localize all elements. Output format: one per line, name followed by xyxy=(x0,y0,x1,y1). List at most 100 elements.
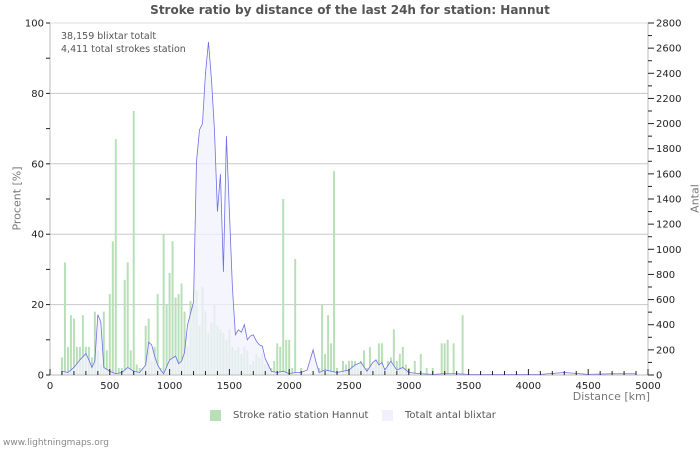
ratio-bar xyxy=(342,360,345,375)
svg-text:1400: 1400 xyxy=(656,195,681,206)
svg-text:500: 500 xyxy=(100,381,119,392)
annotation: 38,159 blixtar totalt 4,411 total stroke… xyxy=(61,30,186,56)
legend-swatch-total xyxy=(382,410,393,421)
svg-text:2200: 2200 xyxy=(656,94,681,105)
svg-text:2500: 2500 xyxy=(336,381,361,392)
ratio-bar xyxy=(60,357,63,375)
x-axis-label: Distance [km] xyxy=(572,390,650,403)
svg-text:0: 0 xyxy=(38,371,44,382)
ratio-bar xyxy=(443,343,446,375)
ratio-bar xyxy=(279,346,282,375)
ratio-bar xyxy=(324,353,327,375)
footer-credit: www.lightningmaps.org xyxy=(3,438,109,448)
ratio-bar xyxy=(291,367,294,375)
ratio-bar xyxy=(123,279,126,375)
ratio-bar xyxy=(395,360,398,375)
legend-label-ratio: Stroke ratio station Hannut xyxy=(233,410,369,421)
ratio-bar xyxy=(419,353,422,375)
ratio-bar xyxy=(117,367,120,375)
annotation-total: 38,159 blixtar totalt xyxy=(61,31,157,42)
ratio-bar xyxy=(66,346,69,375)
svg-text:0: 0 xyxy=(47,381,53,392)
svg-text:3000: 3000 xyxy=(396,381,421,392)
svg-text:100: 100 xyxy=(25,19,44,30)
ratio-bar xyxy=(276,343,279,375)
ratio-bar xyxy=(398,353,401,375)
svg-text:1500: 1500 xyxy=(217,381,242,392)
ratio-bar xyxy=(288,339,291,375)
ratio-bar xyxy=(180,283,183,375)
svg-text:2000: 2000 xyxy=(656,119,681,130)
ratio-bar xyxy=(102,311,105,375)
chart-title: Stroke ratio by distance of the last 24h… xyxy=(150,3,550,17)
ratio-bar xyxy=(440,343,443,375)
svg-text:600: 600 xyxy=(656,295,675,306)
svg-text:4000: 4000 xyxy=(516,381,541,392)
ratio-bar xyxy=(327,315,330,375)
ratio-bar xyxy=(380,343,383,375)
ratio-bar xyxy=(392,329,395,375)
svg-text:2600: 2600 xyxy=(656,44,681,55)
ratio-bar xyxy=(294,258,297,375)
ratio-bar xyxy=(425,367,428,375)
ratio-bar xyxy=(105,350,108,375)
svg-text:2400: 2400 xyxy=(656,69,681,80)
right-axis-label: Antal xyxy=(688,184,700,213)
ratio-bar xyxy=(114,139,117,375)
ratio-bar xyxy=(330,343,333,375)
ratio-bars xyxy=(60,111,464,375)
ratio-bar xyxy=(75,346,78,375)
svg-text:0: 0 xyxy=(656,371,662,382)
ratio-bar xyxy=(362,350,365,375)
ratio-bar xyxy=(177,294,180,375)
legend-item-ratio: Stroke ratio station Hannut xyxy=(210,410,368,421)
ratio-bar xyxy=(108,294,111,375)
ratio-bar xyxy=(377,343,380,375)
svg-text:60: 60 xyxy=(31,159,44,170)
tick-labels: 0204060801000200400600800100012001400160… xyxy=(25,19,682,393)
svg-text:80: 80 xyxy=(31,89,44,100)
ratio-bar xyxy=(345,364,348,375)
ratio-bar xyxy=(90,357,93,375)
ratio-bar xyxy=(138,367,141,375)
ratio-bar xyxy=(285,339,288,375)
ratio-bar xyxy=(461,315,464,375)
svg-text:800: 800 xyxy=(656,270,675,281)
ratio-bar xyxy=(144,325,147,375)
ratio-bar xyxy=(183,311,186,375)
ratio-bar xyxy=(171,241,174,375)
legend-item-total: Totalt antal blixtar xyxy=(382,410,496,421)
svg-text:40: 40 xyxy=(31,230,44,241)
ratio-bar xyxy=(401,346,404,375)
svg-text:1200: 1200 xyxy=(656,220,681,231)
ratio-bar xyxy=(348,360,350,375)
svg-text:1800: 1800 xyxy=(656,144,681,155)
ratio-bar xyxy=(126,262,129,375)
ratio-bar xyxy=(156,294,159,375)
svg-text:4500: 4500 xyxy=(575,381,600,392)
svg-text:5000: 5000 xyxy=(635,381,660,392)
ratio-bar xyxy=(321,304,324,375)
svg-text:2800: 2800 xyxy=(656,19,681,30)
ratio-bar xyxy=(111,241,114,375)
total-line xyxy=(61,41,637,375)
ratio-bar xyxy=(333,170,336,375)
ratio-bar xyxy=(413,360,416,375)
left-axis-label: Procent [%] xyxy=(10,166,24,231)
ratio-bar xyxy=(63,262,66,375)
legend-label-total: Totalt antal blixtar xyxy=(405,410,496,421)
ratio-bar xyxy=(162,234,165,375)
svg-text:1000: 1000 xyxy=(157,381,182,392)
svg-text:20: 20 xyxy=(31,300,44,311)
ratio-bar xyxy=(368,346,371,375)
svg-text:200: 200 xyxy=(656,345,675,356)
ratio-bar xyxy=(135,364,138,375)
ratio-bar xyxy=(93,311,96,375)
svg-text:3500: 3500 xyxy=(456,381,481,392)
ratio-bar xyxy=(452,343,455,375)
ratio-bar xyxy=(132,111,135,375)
svg-text:400: 400 xyxy=(656,320,675,331)
ratio-bar xyxy=(168,272,171,375)
ratio-bar xyxy=(129,350,132,375)
